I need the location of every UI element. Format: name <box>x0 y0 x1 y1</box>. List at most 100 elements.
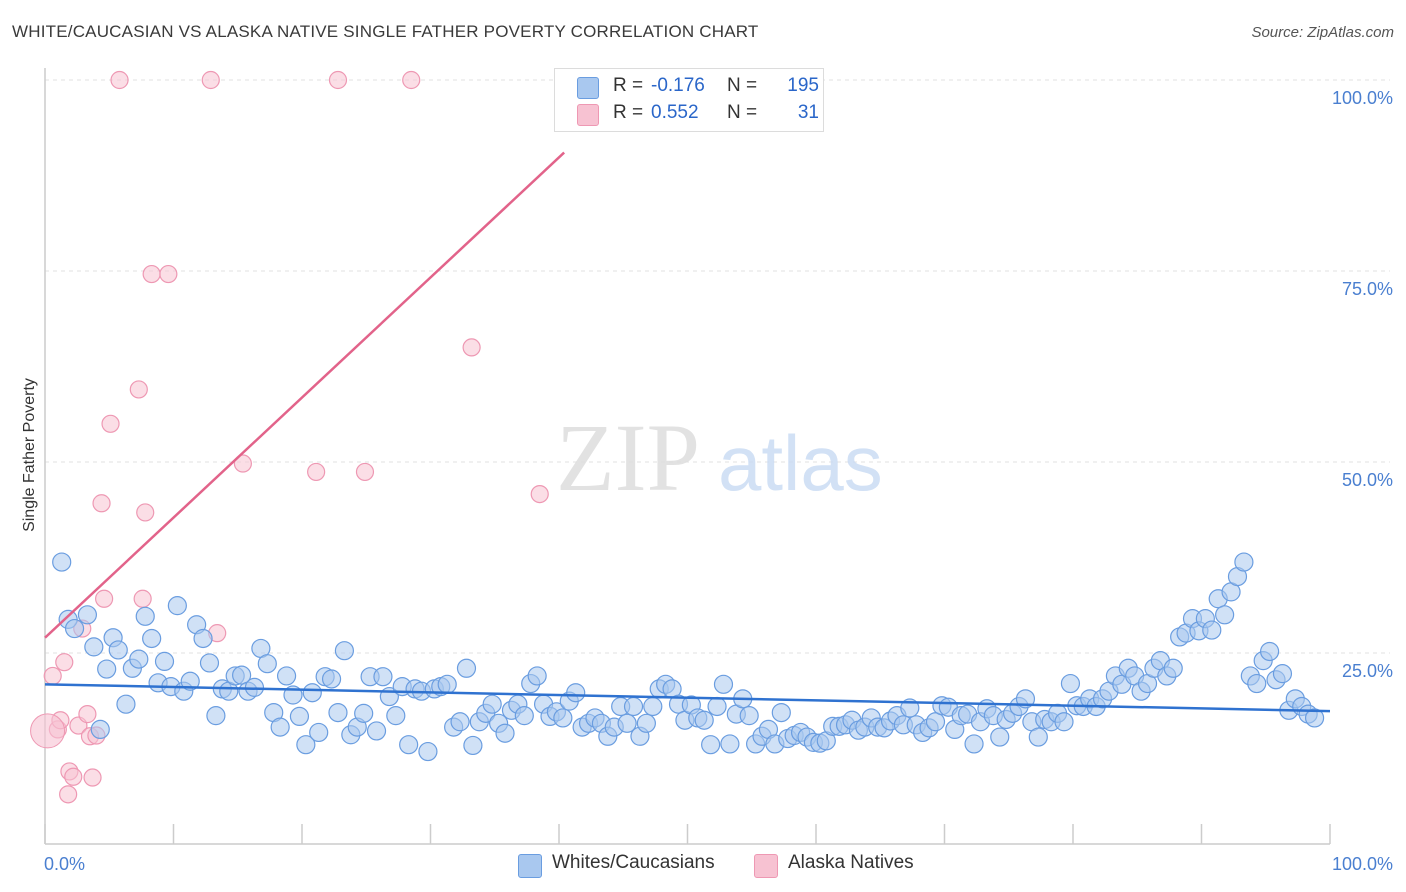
pink-point <box>233 454 252 473</box>
trend-lines <box>44 151 1331 713</box>
blue-point <box>1054 712 1074 732</box>
blue-point <box>1028 727 1048 747</box>
pink-point <box>133 589 152 608</box>
legend-r-label: R = <box>613 75 644 96</box>
blue-point <box>1060 673 1081 694</box>
legend-swatch-pink <box>577 104 599 126</box>
legend-n-value: 31 <box>797 102 819 123</box>
blue-point <box>180 671 200 691</box>
grid <box>45 79 1390 654</box>
blue-point <box>108 640 128 660</box>
blue-point <box>199 653 220 673</box>
blue-point <box>643 696 663 717</box>
blue-point <box>276 666 297 686</box>
pink-point <box>129 380 148 399</box>
y-tick-label: 100.0% <box>1332 88 1393 108</box>
bottom-legend-label: Alaska Natives <box>788 852 914 873</box>
legend-swatch-blue <box>577 77 599 99</box>
blue-point <box>309 722 329 743</box>
blue-point <box>990 727 1010 747</box>
blue-point <box>354 703 374 723</box>
blue-point <box>289 706 310 727</box>
blue-point <box>257 654 277 674</box>
blue-point <box>77 605 98 625</box>
blue-point <box>116 694 136 714</box>
blue-point <box>321 669 342 689</box>
chart-source: Source: ZipAtlas.com <box>1251 24 1394 41</box>
legend-row-blue: R = -0.176 N = 195 <box>577 75 819 99</box>
blue-point <box>456 658 477 678</box>
pink-point <box>201 70 220 90</box>
pink-point <box>30 713 66 749</box>
x-tick-label: 0.0% <box>44 854 85 874</box>
blue-point <box>495 723 515 743</box>
bottom-legend-label: Whites/Caucasians <box>552 852 715 873</box>
pink-point <box>43 666 62 686</box>
blue-point <box>463 735 483 756</box>
blue-point <box>694 710 714 730</box>
blue-point <box>1202 620 1222 640</box>
blue-point <box>636 713 656 733</box>
blue-point <box>270 717 290 737</box>
pink-point <box>159 264 178 284</box>
blue-point <box>64 618 85 639</box>
blue-point <box>135 606 155 626</box>
blue-point <box>90 719 110 740</box>
blue-point <box>566 683 586 703</box>
blue-point <box>1247 673 1267 694</box>
pink-trend-line <box>44 151 565 639</box>
blue-point <box>707 696 727 717</box>
blue-point <box>482 694 502 714</box>
blue-point <box>739 706 759 726</box>
blue-point <box>450 712 470 732</box>
blue-point <box>84 637 104 657</box>
pink-point <box>328 70 348 90</box>
pink-point <box>83 768 102 787</box>
blue-point <box>1260 641 1280 662</box>
blue-point <box>206 706 226 726</box>
blue-point <box>701 735 721 755</box>
legend-r-value: 0.552 <box>651 102 699 123</box>
legend-r-label: R = <box>613 102 644 123</box>
y-tick-label: 25.0% <box>1342 661 1393 681</box>
blue-point <box>553 708 573 728</box>
blue-point <box>514 706 534 726</box>
blue-point <box>720 734 740 754</box>
watermark: ZIP atlas <box>556 404 883 511</box>
y-axis-label: Single Father Poverty <box>21 378 38 532</box>
blue-point <box>142 628 162 649</box>
blue-point <box>129 649 149 669</box>
blue-point <box>1234 552 1254 572</box>
blue-point <box>328 702 348 723</box>
blue-point <box>1215 605 1235 625</box>
pink-point <box>78 705 97 724</box>
pink-point <box>55 653 74 672</box>
blue-point <box>373 667 393 687</box>
blue-point <box>1163 658 1183 678</box>
blue-series <box>52 552 1325 762</box>
blue-point <box>302 683 322 703</box>
pink-point <box>92 494 111 513</box>
blue-point <box>296 735 316 755</box>
pink-point <box>307 462 326 482</box>
blue-point <box>623 696 644 717</box>
pink-point <box>95 589 114 608</box>
y-tick-label: 50.0% <box>1342 470 1393 490</box>
chart-title: WHITE/CAUCASIAN VS ALASKA NATIVE SINGLE … <box>12 22 759 41</box>
blue-point <box>386 706 406 726</box>
watermark-atlas: atlas <box>718 419 883 507</box>
pink-point <box>142 264 161 284</box>
pink-point <box>530 484 549 504</box>
pink-point <box>101 414 120 433</box>
pink-point <box>402 70 421 90</box>
blue-point <box>713 674 734 694</box>
legend-r-value: -0.176 <box>651 75 705 96</box>
blue-point <box>366 721 387 741</box>
blue-point <box>52 552 72 572</box>
blue-point <box>925 712 946 732</box>
blue-point <box>399 735 419 755</box>
blue-point <box>97 659 117 679</box>
pink-point <box>355 462 375 482</box>
blue-point <box>527 666 547 686</box>
